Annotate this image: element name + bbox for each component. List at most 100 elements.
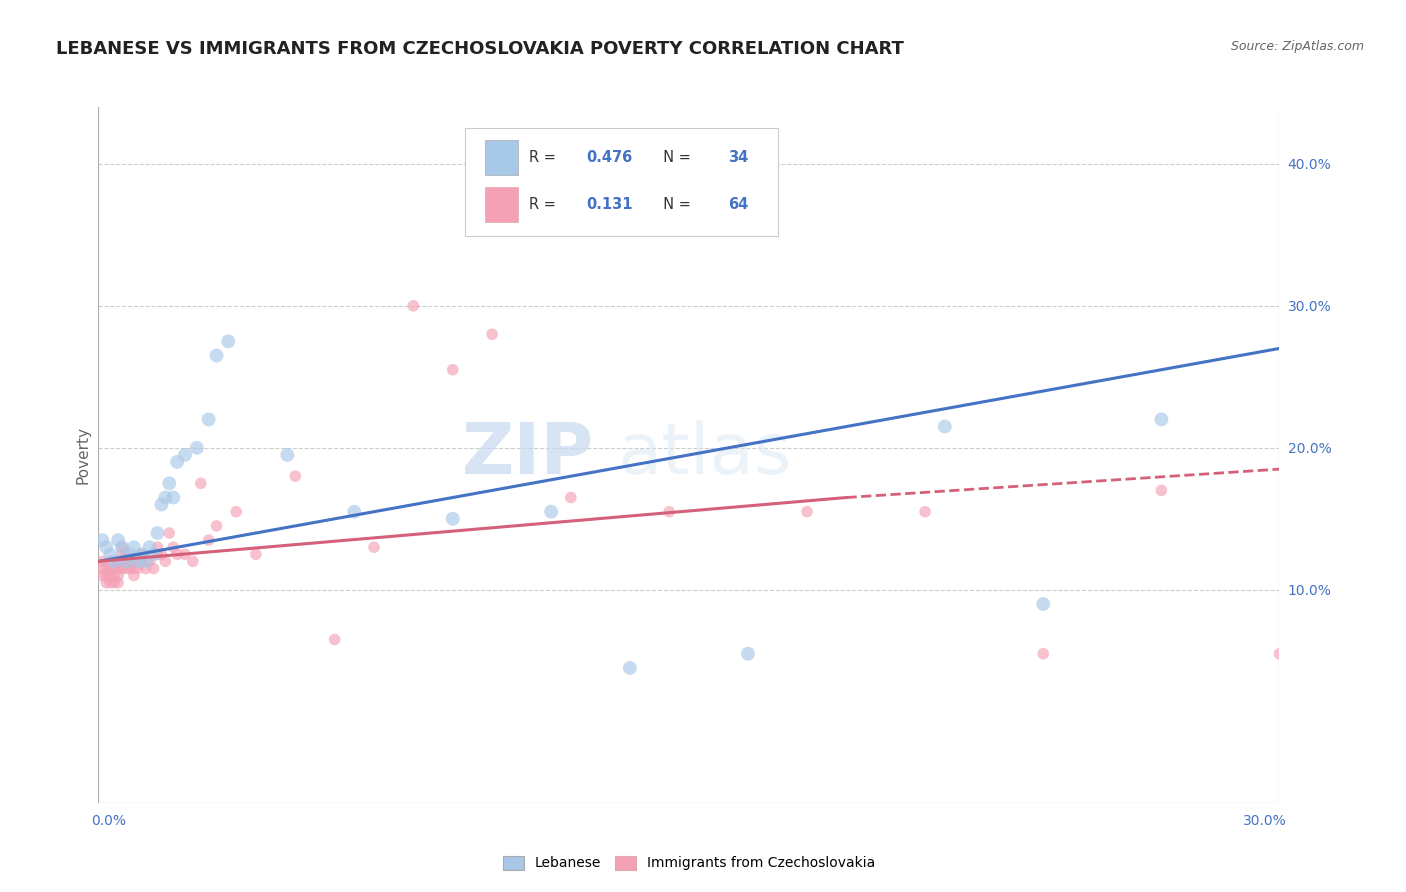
Point: [1032, 647, 1054, 661]
Text: LEBANESE VS IMMIGRANTS FROM CZECHOSLOVAKIA POVERTY CORRELATION CHART: LEBANESE VS IMMIGRANTS FROM CZECHOSLOVAK…: [56, 40, 904, 58]
Point: [118, 554, 141, 568]
Point: [174, 448, 197, 462]
Text: 0.476: 0.476: [586, 151, 633, 165]
Text: Source: ZipAtlas.com: Source: ZipAtlas.com: [1230, 40, 1364, 54]
Point: [1150, 483, 1173, 498]
Point: [103, 554, 125, 568]
Point: [127, 561, 149, 575]
Point: [98, 568, 121, 582]
Point: [96, 540, 118, 554]
Point: [111, 540, 134, 554]
Point: [115, 561, 138, 575]
Point: [103, 561, 125, 575]
Point: [91, 568, 114, 582]
Point: [197, 412, 219, 426]
Point: [181, 554, 204, 568]
Point: [205, 349, 228, 363]
Point: [111, 561, 134, 575]
Point: [323, 632, 346, 647]
Point: [186, 441, 208, 455]
Point: [127, 554, 149, 568]
Point: [122, 540, 145, 554]
FancyBboxPatch shape: [485, 140, 517, 175]
Point: [135, 554, 157, 568]
Point: [560, 491, 582, 505]
Point: [107, 554, 129, 568]
Text: 30.0%: 30.0%: [1243, 814, 1286, 828]
Point: [540, 505, 562, 519]
Point: [138, 540, 160, 554]
Point: [115, 547, 138, 561]
Point: [103, 568, 125, 582]
Point: [142, 561, 165, 575]
Point: [441, 512, 464, 526]
Point: [157, 526, 180, 541]
Point: [146, 540, 169, 554]
Point: [441, 362, 464, 376]
Point: [118, 561, 141, 575]
Point: [98, 547, 121, 561]
Point: [111, 540, 134, 554]
Point: [225, 505, 247, 519]
Point: [146, 547, 169, 561]
Point: [166, 455, 188, 469]
Legend: Lebanese, Immigrants from Czechoslovakia: Lebanese, Immigrants from Czechoslovakia: [498, 850, 880, 876]
Point: [284, 469, 307, 483]
Point: [107, 533, 129, 548]
Point: [111, 554, 134, 568]
Point: [98, 554, 121, 568]
Point: [796, 505, 818, 519]
Point: [1150, 412, 1173, 426]
Point: [135, 561, 157, 575]
Point: [914, 505, 936, 519]
Point: [118, 547, 141, 561]
Text: 0.0%: 0.0%: [91, 814, 127, 828]
Text: 34: 34: [728, 151, 748, 165]
Point: [142, 547, 165, 561]
Point: [658, 505, 681, 519]
Point: [343, 505, 366, 519]
Point: [174, 547, 197, 561]
Point: [1032, 597, 1054, 611]
Point: [146, 526, 169, 541]
Point: [122, 568, 145, 582]
Text: N =: N =: [654, 151, 695, 165]
Point: [118, 554, 141, 568]
Point: [138, 554, 160, 568]
Point: [96, 575, 118, 590]
Point: [150, 498, 173, 512]
Point: [103, 575, 125, 590]
Point: [127, 554, 149, 568]
Y-axis label: Poverty: Poverty: [75, 425, 90, 484]
Point: [96, 568, 118, 582]
Text: N =: N =: [654, 197, 695, 212]
Text: 0.131: 0.131: [586, 197, 633, 212]
FancyBboxPatch shape: [485, 187, 517, 222]
Point: [96, 561, 118, 575]
Point: [217, 334, 239, 349]
Point: [157, 476, 180, 491]
Point: [122, 561, 145, 575]
Point: [107, 568, 129, 582]
Point: [107, 561, 129, 575]
Point: [205, 519, 228, 533]
Point: [402, 299, 425, 313]
Point: [276, 448, 298, 462]
Point: [155, 491, 177, 505]
Point: [363, 540, 385, 554]
Point: [619, 661, 641, 675]
Point: [91, 554, 114, 568]
Point: [131, 547, 153, 561]
Point: [934, 419, 956, 434]
Point: [103, 561, 125, 575]
Point: [245, 547, 267, 561]
FancyBboxPatch shape: [464, 128, 778, 235]
Text: R =: R =: [530, 151, 561, 165]
Point: [190, 476, 212, 491]
Point: [481, 327, 503, 342]
Point: [131, 547, 153, 561]
Text: ZIP: ZIP: [463, 420, 595, 490]
Point: [155, 554, 177, 568]
Point: [107, 575, 129, 590]
Text: R =: R =: [530, 197, 561, 212]
